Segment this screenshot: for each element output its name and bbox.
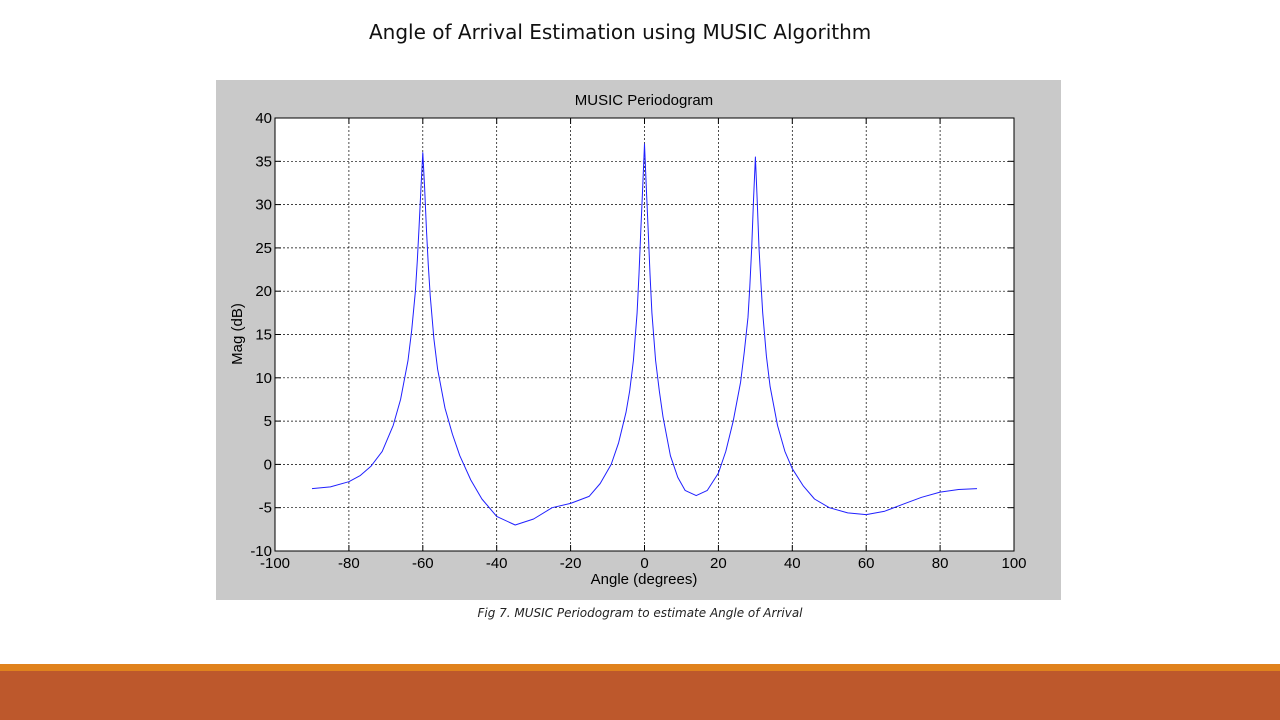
x-tick-label: 80 (932, 555, 949, 572)
x-axis-label: Angle (degrees) (591, 571, 698, 588)
figure-caption: Fig 7. MUSIC Periodogram to estimate Ang… (477, 606, 803, 620)
y-tick-label: 30 (255, 197, 272, 214)
x-tick-label: -100 (260, 555, 290, 572)
y-tick-label: 5 (264, 413, 272, 430)
music-periodogram-chart: -100 -80 -60 -40 -20 0 20 40 60 80 100 -10 -5 0 5 10 15 2… (229, 92, 1027, 588)
series-line-1 (311, 143, 978, 526)
footer-stripe (0, 664, 1280, 671)
y-tick-label: 15 (255, 327, 272, 344)
y-tick-label: 35 (255, 153, 272, 170)
y-tick-label: 10 (255, 370, 272, 387)
series-layer (311, 143, 978, 526)
grid-lines (275, 118, 1014, 551)
y-tick-label: -5 (259, 500, 272, 517)
footer-bar (0, 671, 1280, 720)
figure-panel: -100 -80 -60 -40 -20 0 20 40 60 80 100 -10 -5 0 5 10 15 2… (216, 80, 1061, 600)
x-tick-label: 20 (710, 555, 727, 572)
x-tick-label: 0 (640, 555, 648, 572)
tick-marks (274, 117, 1015, 552)
y-axis-label: Mag (dB) (229, 303, 246, 365)
x-tick-label: 100 (1001, 555, 1026, 572)
tick-labels: -100 -80 -60 -40 -20 0 20 40 60 80 100 -10 -5 0 5 10 15 2… (250, 110, 1026, 572)
chart-title: MUSIC Periodogram (575, 92, 713, 109)
x-tick-label: -20 (560, 555, 582, 572)
x-tick-label: 60 (858, 555, 875, 572)
y-tick-label: 0 (264, 456, 272, 473)
slide-title: Angle of Arrival Estimation using MUSIC … (369, 20, 872, 44)
y-tick-label: 40 (255, 110, 272, 127)
y-tick-label: 25 (255, 240, 272, 257)
x-tick-label: 40 (784, 555, 801, 572)
x-tick-label: -60 (412, 555, 434, 572)
x-tick-label: -80 (338, 555, 360, 572)
x-tick-label: -40 (486, 555, 508, 572)
y-tick-label: -10 (250, 543, 272, 560)
y-tick-label: 20 (255, 283, 272, 300)
